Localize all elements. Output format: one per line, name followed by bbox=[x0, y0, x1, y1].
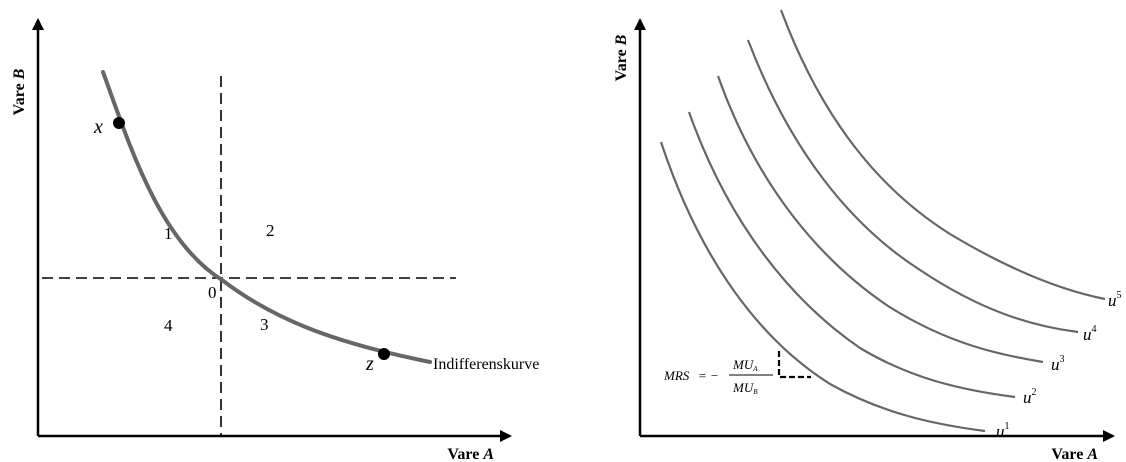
mrs-equals-minus: = − bbox=[698, 368, 719, 383]
left-y-axis-title: Vare B bbox=[11, 68, 28, 115]
mrs-numerator: MUA bbox=[732, 357, 758, 373]
mrs-triangle bbox=[777, 351, 811, 379]
left-x-axis-title: Vare A bbox=[447, 446, 494, 462]
mrs-lhs: MRS bbox=[663, 368, 690, 383]
point-z-label: z bbox=[365, 353, 374, 375]
indifference-curve-label: Indifferenskurve bbox=[433, 356, 539, 373]
indifference-curve-u5 bbox=[779, 9, 1106, 301]
indifference-curve bbox=[101, 70, 432, 364]
curve-label-u1: u1 bbox=[996, 421, 1010, 441]
left-panel: Vare B Vare A x z 1 2 3 4 0 Indifferensk… bbox=[11, 18, 539, 462]
point-x bbox=[113, 117, 125, 129]
origin-label: 0 bbox=[208, 283, 217, 302]
point-z bbox=[378, 348, 390, 360]
right-x-axis-title: Vare A bbox=[1051, 446, 1098, 462]
right-panel: Vare B Vare A u1 u2 u3 u4 u5 MRS = − MUA… bbox=[613, 9, 1122, 462]
point-x-label: x bbox=[93, 116, 103, 138]
region-label-1: 1 bbox=[164, 224, 173, 243]
region-label-4: 4 bbox=[164, 316, 173, 335]
region-label-3: 3 bbox=[260, 315, 269, 334]
curve-label-u4: u4 bbox=[1083, 324, 1097, 344]
indifference-curve-u1 bbox=[659, 141, 986, 433]
indifference-curve-u2 bbox=[687, 111, 1016, 399]
right-y-axis-title: Vare B bbox=[613, 34, 630, 81]
region-label-2: 2 bbox=[266, 221, 275, 240]
indifference-curve-u4 bbox=[746, 39, 1079, 334]
curve-label-u2: u2 bbox=[1023, 387, 1037, 407]
mrs-formula: MRS = − MUA MUB bbox=[663, 357, 773, 396]
mrs-denominator: MUB bbox=[732, 380, 758, 396]
curve-label-u5: u5 bbox=[1108, 290, 1122, 310]
indifference-curve-u3 bbox=[716, 75, 1044, 364]
curve-label-u3: u3 bbox=[1051, 354, 1065, 374]
